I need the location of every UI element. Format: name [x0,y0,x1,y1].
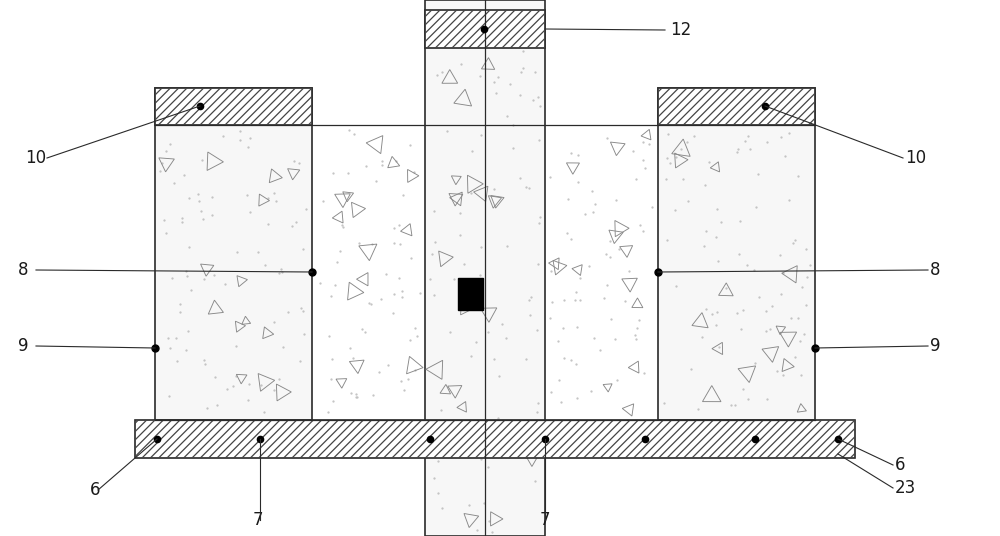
Text: 7: 7 [253,511,263,529]
Text: 10: 10 [25,149,46,167]
Bar [425,10,545,48]
Bar [458,278,483,310]
Text: 10: 10 [905,149,926,167]
Text: 9: 9 [18,337,28,355]
Text: 23: 23 [895,479,916,497]
Bar [425,10,545,48]
Bar [425,0,545,536]
Bar [155,88,312,420]
Text: 12: 12 [670,21,691,39]
Text: 8: 8 [18,261,28,279]
Bar [155,88,312,125]
Text: 8: 8 [930,261,940,279]
Text: 6: 6 [90,481,100,499]
Bar [658,88,815,125]
Bar [135,420,855,458]
Text: 7: 7 [540,511,550,529]
Bar [658,88,815,125]
Bar [658,88,815,420]
Bar [155,88,312,125]
Text: 6: 6 [895,456,906,474]
Bar [135,420,855,458]
Text: 9: 9 [930,337,940,355]
